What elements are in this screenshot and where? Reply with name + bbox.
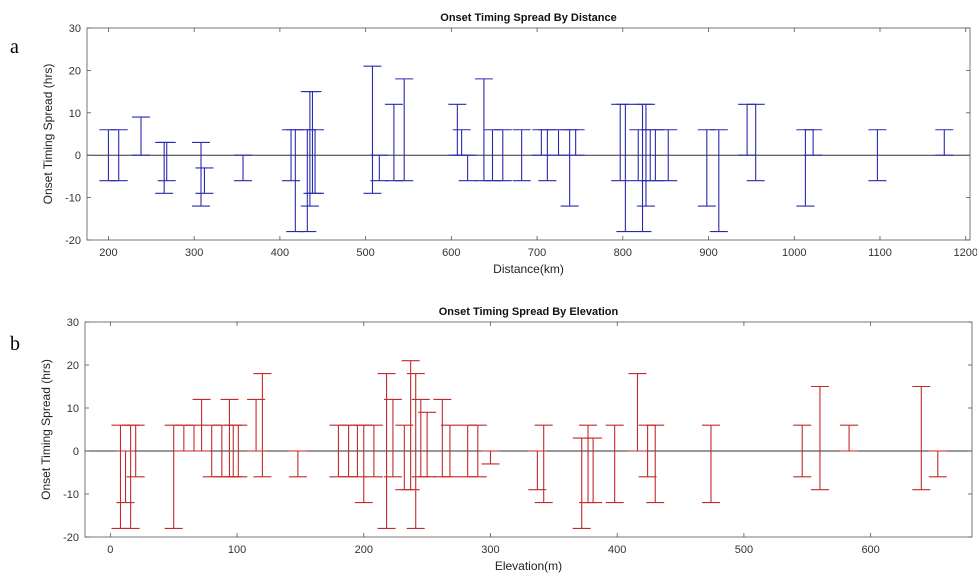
- elev-errorbar: [383, 398, 402, 478]
- dist-xtick-label: 600: [442, 247, 460, 259]
- dist-plot-frame: [86, 27, 971, 241]
- elev-errorbar: [229, 424, 248, 478]
- dist-errorbar: [935, 129, 954, 156]
- dist-chart: -20 -10 0 10 20 30 200 300 400 500 600 700 800 900 100…: [41, 12, 977, 276]
- dist-ytick-label: 20: [69, 65, 81, 77]
- dist-errorbar: [493, 129, 512, 182]
- dist-xtick-label: 700: [528, 247, 546, 259]
- dist-xtick-label: 1200: [953, 247, 977, 259]
- elev-errorbar: [912, 385, 931, 491]
- dist-errorbar: [659, 129, 678, 182]
- elev-errorbar: [840, 424, 859, 452]
- dist-errorbar: [868, 129, 887, 182]
- dist-errorbar: [512, 129, 531, 182]
- elev-errorbar: [116, 450, 135, 504]
- elev-xtick-label: 600: [861, 544, 879, 556]
- dist-xtick-label: 900: [699, 247, 717, 259]
- elev-xtick-label: 200: [355, 544, 373, 556]
- elev-x-axis-label: Elevation(m): [495, 559, 562, 573]
- elev-errorbar: [646, 424, 665, 504]
- elev-ytick-label: -20: [63, 532, 79, 544]
- dist-errorbar: [746, 103, 765, 182]
- dist-xtick-label: 1000: [782, 247, 806, 259]
- elev-errorbar: [418, 411, 437, 478]
- elev-errorbar: [126, 424, 145, 478]
- dist-xtick-label: 300: [185, 247, 203, 259]
- dist-errorbar: [566, 129, 585, 156]
- panel-letter-a: a: [10, 36, 19, 58]
- elev-xtick-label: 500: [735, 544, 753, 556]
- elev-chart-title: Onset Timing Spread By Elevation: [439, 306, 619, 318]
- elev-errorbar: [628, 373, 647, 452]
- elev-xtick-label: 300: [481, 544, 499, 556]
- dist-ytick-label: 10: [69, 108, 81, 120]
- dist-errorbar: [804, 129, 823, 156]
- elev-errorbar: [401, 360, 420, 491]
- dist-xtick-label: 800: [614, 247, 632, 259]
- dist-errorbar: [157, 141, 176, 182]
- elev-errorbar: [364, 424, 383, 478]
- dist-errorbar: [234, 154, 253, 182]
- dist-errorbar: [195, 167, 214, 194]
- dist-errorbar: [636, 103, 655, 207]
- dist-errorbar: [709, 129, 728, 233]
- dist-errorbar: [109, 129, 128, 182]
- elev-errorbar: [701, 424, 720, 504]
- elev-xtick-label: 400: [608, 544, 626, 556]
- elev-errorbar: [468, 424, 487, 478]
- elev-errorbar: [481, 450, 500, 465]
- dist-ytick-label: -10: [65, 193, 81, 205]
- elev-errorbar: [584, 437, 603, 504]
- elev-errorbar: [793, 424, 812, 478]
- elev-plot-frame: [84, 321, 973, 538]
- elev-ytick-label: 30: [67, 317, 79, 329]
- dist-errorbar: [306, 129, 325, 194]
- elev-ytick-label: 20: [67, 360, 79, 372]
- dist-errorbar: [616, 103, 635, 233]
- dist-ytick-label: -20: [65, 235, 81, 247]
- elev-y-axis-label: Onset Timing Spread (hrs): [39, 359, 53, 500]
- elev-errorbar: [810, 385, 829, 491]
- elev-errorbar: [440, 424, 459, 478]
- dist-ytick-label: 30: [69, 23, 81, 35]
- elev-errorbar: [534, 424, 553, 504]
- elev-errorbar: [192, 398, 211, 452]
- dist-errorbar: [192, 141, 211, 207]
- dist-errorbar: [395, 78, 414, 182]
- dist-ytick-label: 0: [75, 150, 81, 162]
- dist-errorbar: [132, 116, 151, 156]
- dist-xtick-label: 400: [271, 247, 289, 259]
- dist-xtick-label: 1100: [868, 247, 892, 259]
- elev-ytick-label: -10: [63, 489, 79, 501]
- dist-chart-title: Onset Timing Spread By Distance: [440, 12, 616, 24]
- elev-xtick-label: 100: [228, 544, 246, 556]
- dist-xtick-label: 200: [99, 247, 117, 259]
- dist-errorbar: [458, 154, 477, 182]
- dist-xtick-label: 500: [356, 247, 374, 259]
- elev-errorbar: [253, 373, 272, 478]
- dist-errorbar: [363, 65, 382, 194]
- panel-letter-b: b: [10, 333, 20, 355]
- elev-xtick-label: 0: [107, 544, 113, 556]
- dist-y-axis-label: Onset Timing Spread (hrs): [41, 64, 55, 205]
- elev-errorbar: [288, 450, 307, 478]
- dist-x-axis-label: Distance(km): [493, 262, 564, 276]
- elev-ytick-label: 10: [67, 403, 79, 415]
- elev-ytick-label: 0: [73, 446, 79, 458]
- elev-errorbar: [605, 424, 624, 504]
- elev-errorbar: [928, 450, 947, 478]
